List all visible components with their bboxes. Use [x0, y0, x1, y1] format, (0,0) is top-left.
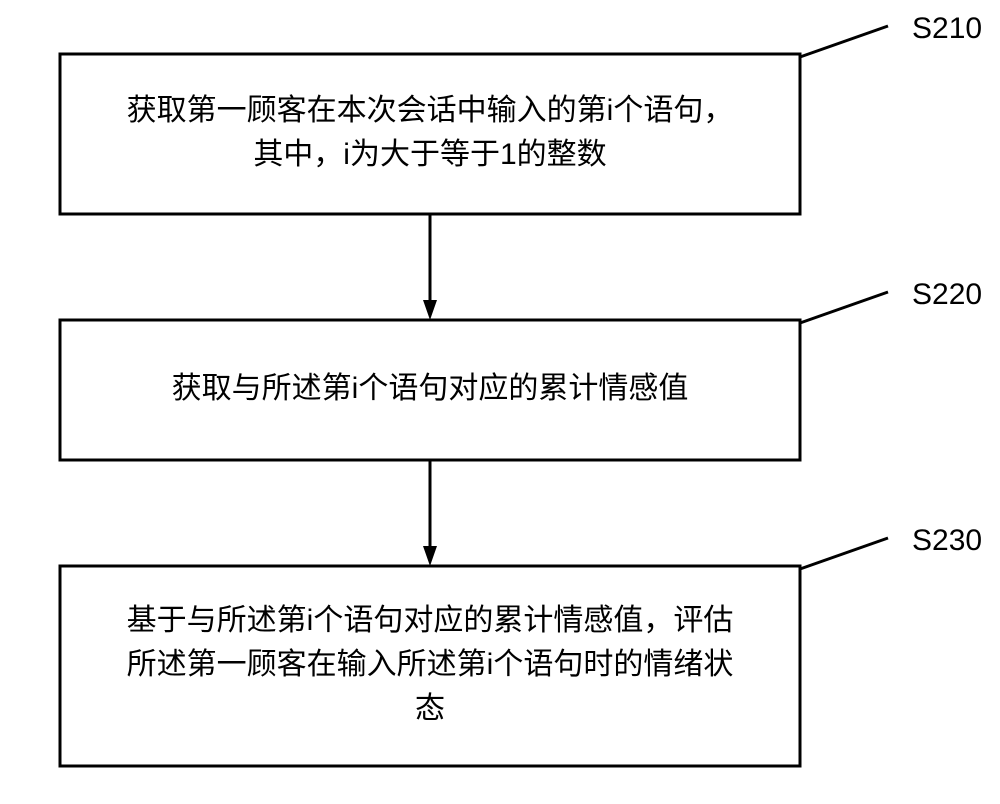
step-label: S220 [912, 278, 982, 311]
flow-arrow [423, 460, 437, 566]
arrowhead-icon [423, 300, 437, 320]
flow-box-text: 所述第一顾客在输入所述第i个语句时的情绪状 [127, 648, 734, 681]
flow-box-text: 其中，i为大于等于1的整数 [253, 138, 606, 171]
flow-box-text: 基于与所述第i个语句对应的累计情感值，评估 [127, 604, 734, 637]
arrowhead-icon [423, 546, 437, 566]
callout-line [800, 538, 888, 569]
flow-box-b3: 基于与所述第i个语句对应的累计情感值，评估所述第一顾客在输入所述第i个语句时的情… [60, 524, 982, 766]
flow-box-text: 获取第一顾客在本次会话中输入的第i个语句， [127, 94, 734, 127]
flow-box-text: 获取与所述第i个语句对应的累计情感值 [172, 372, 689, 405]
flow-box-text: 态 [415, 692, 445, 725]
step-label: S230 [912, 524, 982, 557]
callout-line [800, 26, 888, 57]
callout-line [800, 292, 888, 323]
flow-arrow [423, 214, 437, 320]
flow-box-b2: 获取与所述第i个语句对应的累计情感值 S220 [60, 278, 982, 460]
flow-box-b1: 获取第一顾客在本次会话中输入的第i个语句， 其中，i为大于等于1的整数 S210 [60, 12, 982, 214]
step-label: S210 [912, 12, 982, 45]
